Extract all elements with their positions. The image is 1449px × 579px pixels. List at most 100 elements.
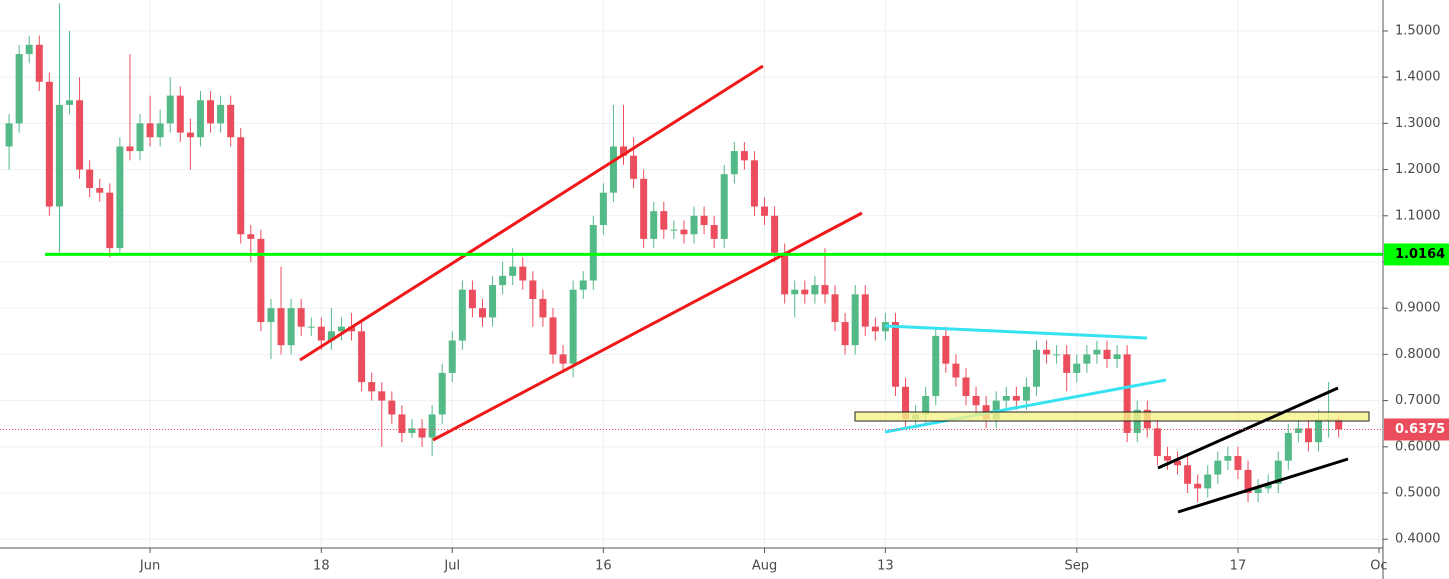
candle-body <box>902 386 910 420</box>
candle-body <box>680 229 688 235</box>
trend-line <box>1157 386 1339 470</box>
candle-body <box>126 146 134 152</box>
candle-body <box>277 308 285 346</box>
candle-body <box>992 400 1000 420</box>
x-tick-label: Oc <box>1370 559 1387 574</box>
candle-body <box>1093 349 1101 355</box>
candle-body <box>509 266 517 276</box>
candle-body <box>176 95 184 133</box>
candle-body <box>297 308 305 327</box>
candle-body <box>891 322 899 387</box>
candle-body <box>831 294 839 323</box>
candle-body <box>1244 469 1252 494</box>
x-tick-label: Jun <box>139 559 160 574</box>
candle-body <box>136 123 144 152</box>
candle-body <box>599 192 607 226</box>
candle-body <box>730 151 738 175</box>
candle-body <box>1032 349 1040 387</box>
candle-body <box>1254 488 1262 494</box>
candle-body <box>1113 354 1121 360</box>
candle-body <box>1103 349 1111 360</box>
candle-body <box>337 326 345 332</box>
candle-body <box>1163 456 1171 461</box>
candle-body <box>398 414 406 433</box>
candle-body <box>952 363 960 378</box>
candle-body <box>750 160 758 207</box>
x-tick-label: 17 <box>1230 559 1247 574</box>
candle-body <box>962 377 970 396</box>
candle-body <box>368 382 376 392</box>
y-tick-label: 1.4000 <box>1395 70 1441 85</box>
candle-body <box>1083 354 1091 364</box>
candle-body <box>196 100 204 138</box>
candle-body <box>207 100 215 124</box>
candle-body <box>55 104 63 207</box>
candle-body <box>317 326 325 341</box>
drawings <box>299 64 1370 514</box>
candle-body <box>781 252 789 295</box>
last-price-tag <box>1384 418 1449 441</box>
candle-body <box>217 104 225 124</box>
x-tick-label: Aug <box>752 559 777 574</box>
candle-body <box>700 215 708 226</box>
candle-body <box>35 44 43 82</box>
trend-line <box>884 324 1148 340</box>
candle-body <box>5 123 13 147</box>
candle-body <box>408 428 416 433</box>
candle-body <box>287 308 295 346</box>
candle-body <box>267 308 275 323</box>
trend-line <box>884 378 1167 434</box>
x-tick-label: 16 <box>595 559 612 574</box>
candles <box>5 3 1343 503</box>
candle-body <box>841 322 849 346</box>
y-tick-label: 0.9000 <box>1395 301 1441 316</box>
candle-body <box>156 123 164 138</box>
trend-line <box>299 64 764 362</box>
candle-body <box>1002 395 1010 401</box>
candle-body <box>1214 460 1222 475</box>
y-tick-label: 1.5000 <box>1395 23 1441 38</box>
candle-body <box>448 340 456 373</box>
x-tick-label: 18 <box>313 559 330 574</box>
trend-line <box>1177 457 1349 514</box>
candle-body <box>771 215 779 253</box>
candle-body <box>257 238 265 323</box>
candle-body <box>237 137 245 235</box>
candle-body <box>438 372 446 415</box>
candle-body <box>559 354 567 364</box>
candle-body <box>710 225 718 239</box>
y-tick-label: 1.2000 <box>1395 162 1441 177</box>
candle-body <box>972 395 980 406</box>
candle-body <box>720 174 728 239</box>
candle-body <box>327 331 335 341</box>
support-zone <box>854 411 1370 422</box>
candle-body <box>579 280 587 290</box>
candle-body <box>247 234 255 239</box>
candle-body <box>1264 483 1272 489</box>
candle-body <box>740 151 748 161</box>
candle-body <box>811 285 819 295</box>
y-tick-label: 0.5000 <box>1395 486 1441 501</box>
candle-body <box>589 225 597 281</box>
candle-body <box>45 81 53 207</box>
candle-body <box>1315 419 1323 443</box>
candle-body <box>549 317 557 355</box>
candle-body <box>1053 354 1061 356</box>
level-label: 1.0164 <box>1395 247 1445 262</box>
candle-body <box>942 335 950 364</box>
candle-body <box>670 229 678 231</box>
x-tick-label: 13 <box>877 559 894 574</box>
candle-body <box>186 132 194 138</box>
candle-body <box>1184 465 1192 484</box>
candle-body <box>519 266 527 281</box>
candle-body <box>630 155 638 179</box>
candle-body <box>458 289 466 341</box>
level-tag <box>1384 243 1449 266</box>
candle-body <box>378 391 386 401</box>
candle-body <box>1274 460 1282 484</box>
candle-body <box>96 188 104 193</box>
candle-body <box>791 289 799 295</box>
last-price-label: 0.6375 <box>1395 422 1445 437</box>
candle-body <box>478 308 486 318</box>
